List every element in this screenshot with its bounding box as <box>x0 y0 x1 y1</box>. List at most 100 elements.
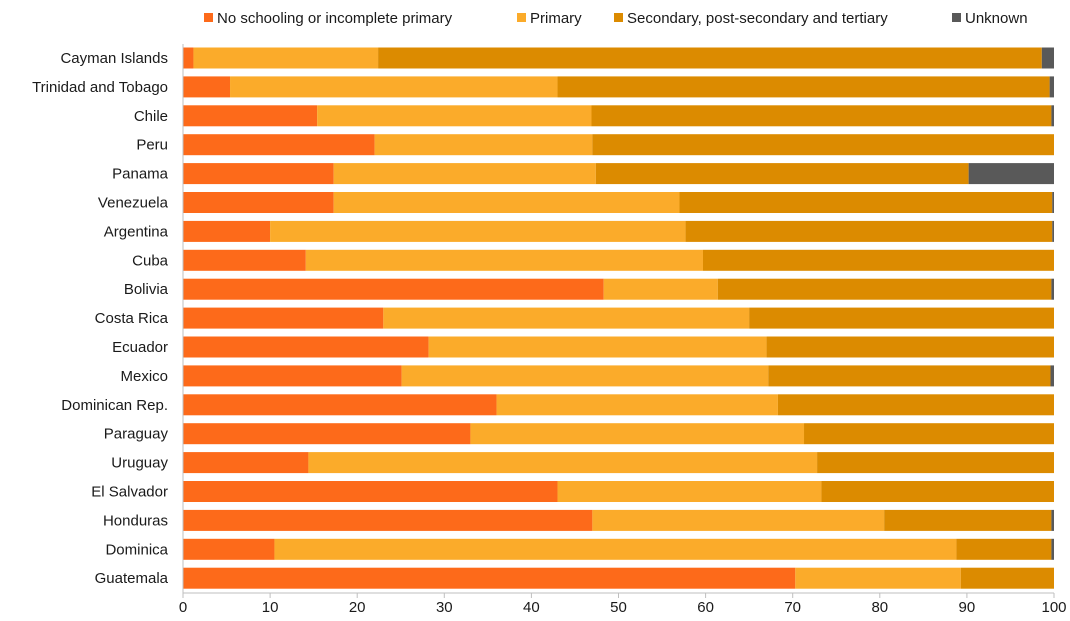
bar-ecuador-primary <box>428 336 767 358</box>
bar-dominican-rep-secondary-post-secondary-and-tertiary <box>777 394 1054 416</box>
bar-mexico-no-schooling-or-incomplete-primary <box>183 365 402 387</box>
category-label-cuba: Cuba <box>132 252 169 269</box>
x-tick-label-70: 70 <box>784 599 801 616</box>
bar-uruguay-secondary-post-secondary-and-tertiary <box>817 452 1054 474</box>
bar-dominica-primary <box>274 538 957 560</box>
bar-argentina-no-schooling-or-incomplete-primary <box>183 220 271 242</box>
category-label-peru: Peru <box>136 137 168 154</box>
bar-peru-primary <box>374 134 593 156</box>
bar-peru-no-schooling-or-incomplete-primary <box>183 134 375 156</box>
x-tick-label-40: 40 <box>523 599 540 616</box>
bar-dominican-rep-primary <box>496 394 778 416</box>
category-label-trinidad-and-tobago: Trinidad and Tobago <box>32 79 168 96</box>
category-label-chile: Chile <box>134 108 168 125</box>
bar-chile-no-schooling-or-incomplete-primary <box>183 105 318 127</box>
bar-venezuela-primary <box>333 192 680 213</box>
x-tick-label-10: 10 <box>262 599 279 616</box>
bars <box>183 47 1054 589</box>
bar-dominican-rep-no-schooling-or-incomplete-primary <box>183 394 497 416</box>
bar-argentina-primary <box>270 220 686 242</box>
bar-paraguay-no-schooling-or-incomplete-primary <box>183 423 471 445</box>
legend-swatch-unknown <box>952 13 961 22</box>
bar-panama-no-schooling-or-incomplete-primary <box>183 163 334 185</box>
bar-trinidad-and-tobago-no-schooling-or-incomplete-primary <box>183 76 231 98</box>
bar-venezuela-no-schooling-or-incomplete-primary <box>183 192 334 213</box>
bar-cayman-islands-unknown <box>1041 47 1054 69</box>
bar-dominica-no-schooling-or-incomplete-primary <box>183 538 275 560</box>
bar-mexico-secondary-post-secondary-and-tertiary <box>768 365 1051 387</box>
bar-cuba-secondary-post-secondary-and-tertiary <box>702 249 1054 271</box>
bar-dominica-secondary-post-secondary-and-tertiary <box>956 538 1052 560</box>
bar-bolivia-no-schooling-or-incomplete-primary <box>183 278 604 300</box>
bar-trinidad-and-tobago-unknown <box>1049 76 1054 98</box>
category-label-el-salvador: El Salvador <box>91 484 168 501</box>
legend-label-no-schooling-or-incomplete-primary: No schooling or incomplete primary <box>217 10 453 27</box>
bar-panama-primary <box>333 163 596 185</box>
bar-guatemala-no-schooling-or-incomplete-primary <box>183 567 796 589</box>
bar-costa-rica-secondary-post-secondary-and-tertiary <box>749 307 1054 329</box>
bar-uruguay-primary <box>308 452 818 474</box>
bar-paraguay-primary <box>470 423 805 445</box>
category-label-bolivia: Bolivia <box>124 281 169 298</box>
bar-peru-secondary-post-secondary-and-tertiary <box>592 134 1054 156</box>
bar-trinidad-and-tobago-primary <box>230 76 558 98</box>
bar-bolivia-unknown <box>1051 278 1054 300</box>
x-tick-label-60: 60 <box>697 599 714 616</box>
category-label-mexico: Mexico <box>120 368 168 385</box>
bar-bolivia-secondary-post-secondary-and-tertiary <box>717 278 1052 300</box>
bar-ecuador-secondary-post-secondary-and-tertiary <box>766 336 1054 358</box>
x-tick-label-90: 90 <box>959 599 976 616</box>
bar-trinidad-and-tobago-secondary-post-secondary-and-tertiary <box>557 76 1050 98</box>
bar-costa-rica-no-schooling-or-incomplete-primary <box>183 307 384 329</box>
bar-chile-secondary-post-secondary-and-tertiary <box>591 105 1052 127</box>
bar-el-salvador-no-schooling-or-incomplete-primary <box>183 481 558 502</box>
bar-argentina-secondary-post-secondary-and-tertiary <box>685 220 1053 242</box>
bar-dominica-unknown <box>1051 538 1054 560</box>
legend-label-unknown: Unknown <box>965 10 1028 27</box>
legend-label-primary: Primary <box>530 10 582 27</box>
bar-uruguay-no-schooling-or-incomplete-primary <box>183 452 309 474</box>
bar-el-salvador-secondary-post-secondary-and-tertiary <box>821 481 1054 502</box>
category-label-panama: Panama <box>112 166 169 183</box>
x-tick-label-30: 30 <box>436 599 453 616</box>
bar-honduras-primary <box>592 509 885 531</box>
x-tick-label-20: 20 <box>349 599 366 616</box>
bar-ecuador-no-schooling-or-incomplete-primary <box>183 336 429 358</box>
category-labels: Cayman Islands Trinidad and Tobago Chile Pe… <box>32 50 169 587</box>
category-label-costa-rica: Costa Rica <box>95 310 169 327</box>
bar-guatemala-secondary-post-secondary-and-tertiary <box>960 567 1054 589</box>
category-label-uruguay: Uruguay <box>111 455 168 472</box>
bar-paraguay-secondary-post-secondary-and-tertiary <box>804 423 1054 445</box>
category-label-argentina: Argentina <box>104 223 169 240</box>
bar-panama-unknown <box>968 163 1054 185</box>
bar-bolivia-primary <box>603 278 718 300</box>
x-tick-label-80: 80 <box>871 599 888 616</box>
legend-swatch-secondary-post-secondary-and-tertiary <box>614 13 623 22</box>
bar-guatemala-primary <box>795 567 961 589</box>
bar-venezuela-secondary-post-secondary-and-tertiary <box>679 192 1053 213</box>
legend-swatch-primary <box>517 13 526 22</box>
category-label-dominican-rep: Dominican Rep. <box>61 397 168 414</box>
category-label-venezuela: Venezuela <box>98 195 169 212</box>
x-tick-label-50: 50 <box>610 599 627 616</box>
bar-cayman-islands-primary <box>193 47 379 69</box>
bar-cuba-no-schooling-or-incomplete-primary <box>183 249 306 271</box>
bar-cayman-islands-no-schooling-or-incomplete-primary <box>183 47 194 69</box>
bar-venezuela-unknown <box>1052 192 1054 213</box>
bar-costa-rica-primary <box>383 307 750 329</box>
legend: No schooling or incomplete primary Primar… <box>204 10 1028 27</box>
category-label-cayman-islands: Cayman Islands <box>60 50 168 67</box>
bar-el-salvador-primary <box>557 481 822 502</box>
bar-mexico-primary <box>401 365 769 387</box>
legend-swatch-no-schooling-or-incomplete-primary <box>204 13 213 22</box>
bar-honduras-unknown <box>1051 509 1054 531</box>
category-label-guatemala: Guatemala <box>95 570 169 587</box>
bar-honduras-secondary-post-secondary-and-tertiary <box>884 509 1052 531</box>
category-label-honduras: Honduras <box>103 512 168 529</box>
x-tick-label-0: 0 <box>179 599 187 616</box>
bar-chile-primary <box>317 105 592 127</box>
bar-cayman-islands-secondary-post-secondary-and-tertiary <box>378 47 1042 69</box>
bar-chile-unknown <box>1051 105 1054 127</box>
bar-argentina-unknown <box>1052 220 1054 242</box>
